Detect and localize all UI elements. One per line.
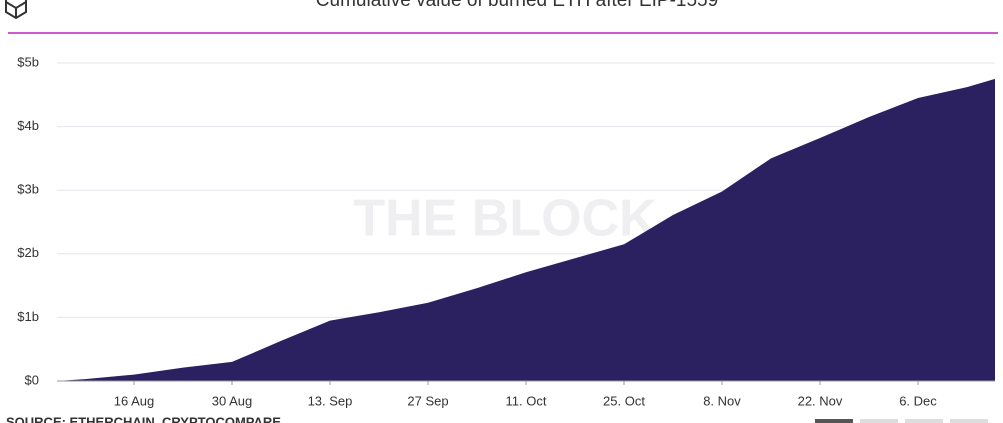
x-tick-label: 11. Oct <box>506 393 547 408</box>
x-tick-label: 22. Nov <box>798 393 843 408</box>
x-tick-label: 30 Aug <box>212 393 253 408</box>
x-tick-label: 16 Aug <box>114 393 155 408</box>
source-note: SOURCE: ETHERCHAIN, CRYPTOCOMPARE <box>6 414 281 423</box>
y-tick-label: $5b <box>17 54 39 69</box>
x-tick-label: 27 Sep <box>407 393 448 408</box>
watermark: THE BLOCK <box>353 190 657 248</box>
x-tick-label: 25. Oct <box>603 393 645 408</box>
logo-icon <box>5 0 27 20</box>
y-tick-label: $0 <box>25 372 39 387</box>
y-tick-label: $1b <box>17 309 39 324</box>
y-tick-label: $4b <box>17 118 39 133</box>
x-tick-label: 8. Nov <box>703 393 741 408</box>
footer-buttons <box>815 419 988 423</box>
y-tick-label: $3b <box>17 182 39 197</box>
chart-title: Cumulative value of burned ETH after EIP… <box>316 0 718 11</box>
area <box>57 78 995 382</box>
x-tick-label: 6. Dec <box>899 393 937 408</box>
x-tick-label: 13. Sep <box>308 393 353 408</box>
y-tick-label: $2b <box>17 245 39 260</box>
